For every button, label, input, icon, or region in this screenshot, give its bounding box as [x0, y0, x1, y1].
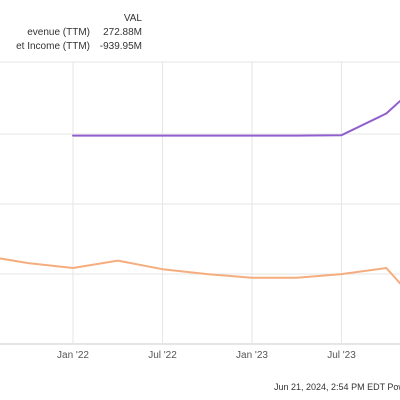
legend-row-revenue: evenue (TTM) 272.88M	[0, 26, 142, 40]
series-line-revenue	[72, 99, 400, 137]
legend-value-net-income: -939.95M	[99, 41, 142, 52]
legend-label-net-income: et Income (TTM)	[16, 41, 90, 52]
series-line-net-income	[0, 257, 400, 285]
legend-header-row: VAL	[0, 12, 142, 26]
x-tick-label: Jul '22	[148, 350, 177, 361]
x-tick-label: Jul '23	[327, 350, 356, 361]
legend-value-revenue: 272.88M	[103, 27, 142, 38]
legend-header: VAL	[123, 13, 142, 24]
legend-row-net-income: et Income (TTM) -939.95M	[0, 40, 142, 54]
legend: VAL evenue (TTM) 272.88M et Income (TTM)…	[0, 12, 142, 54]
x-tick-label: Jan '22	[57, 350, 89, 361]
legend-label-revenue: evenue (TTM)	[27, 27, 90, 38]
x-tick-label: Jan '23	[236, 350, 268, 361]
footer-timestamp: Jun 21, 2024, 2:54 PM EDT Powe	[274, 382, 400, 392]
